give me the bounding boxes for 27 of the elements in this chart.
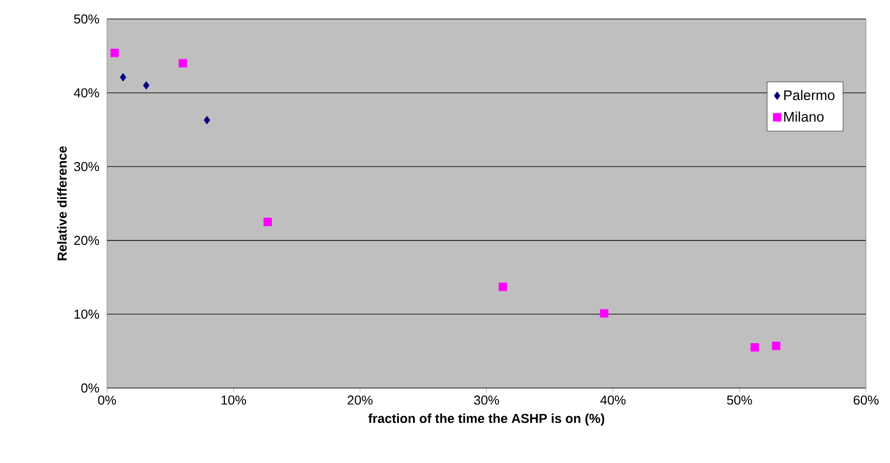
x-tick-label: 10% <box>222 396 246 405</box>
x-tick-label: 40% <box>600 396 626 405</box>
point <box>600 309 608 318</box>
y-tick-label: 20% <box>74 236 100 245</box>
point <box>498 282 508 292</box>
point <box>110 48 119 58</box>
x-axis-title: fraction of the time the ASHP is on (%) <box>368 414 604 426</box>
point <box>178 59 188 68</box>
y-tick-label: 40% <box>74 88 100 98</box>
point <box>120 73 126 82</box>
legend-label: Milano <box>784 111 824 122</box>
x-tick-label: 0% <box>98 396 116 405</box>
x-tick-label: 50% <box>727 396 752 405</box>
y-tick-label: 10% <box>74 310 100 319</box>
point <box>263 218 272 226</box>
y-axis-title: Relative difference <box>57 146 67 260</box>
y-tick-label: 50% <box>74 14 100 24</box>
point <box>204 116 210 124</box>
x-tick-label: 60% <box>854 396 879 405</box>
y-tick-label: 30% <box>74 162 100 172</box>
legend-label: Palermo <box>784 90 834 100</box>
x-tick-label: 20% <box>348 396 373 405</box>
point <box>143 81 150 90</box>
x-tick-label: 30% <box>474 396 500 405</box>
point <box>772 342 780 350</box>
point <box>750 343 759 352</box>
y-tick-label: 0% <box>81 383 100 393</box>
